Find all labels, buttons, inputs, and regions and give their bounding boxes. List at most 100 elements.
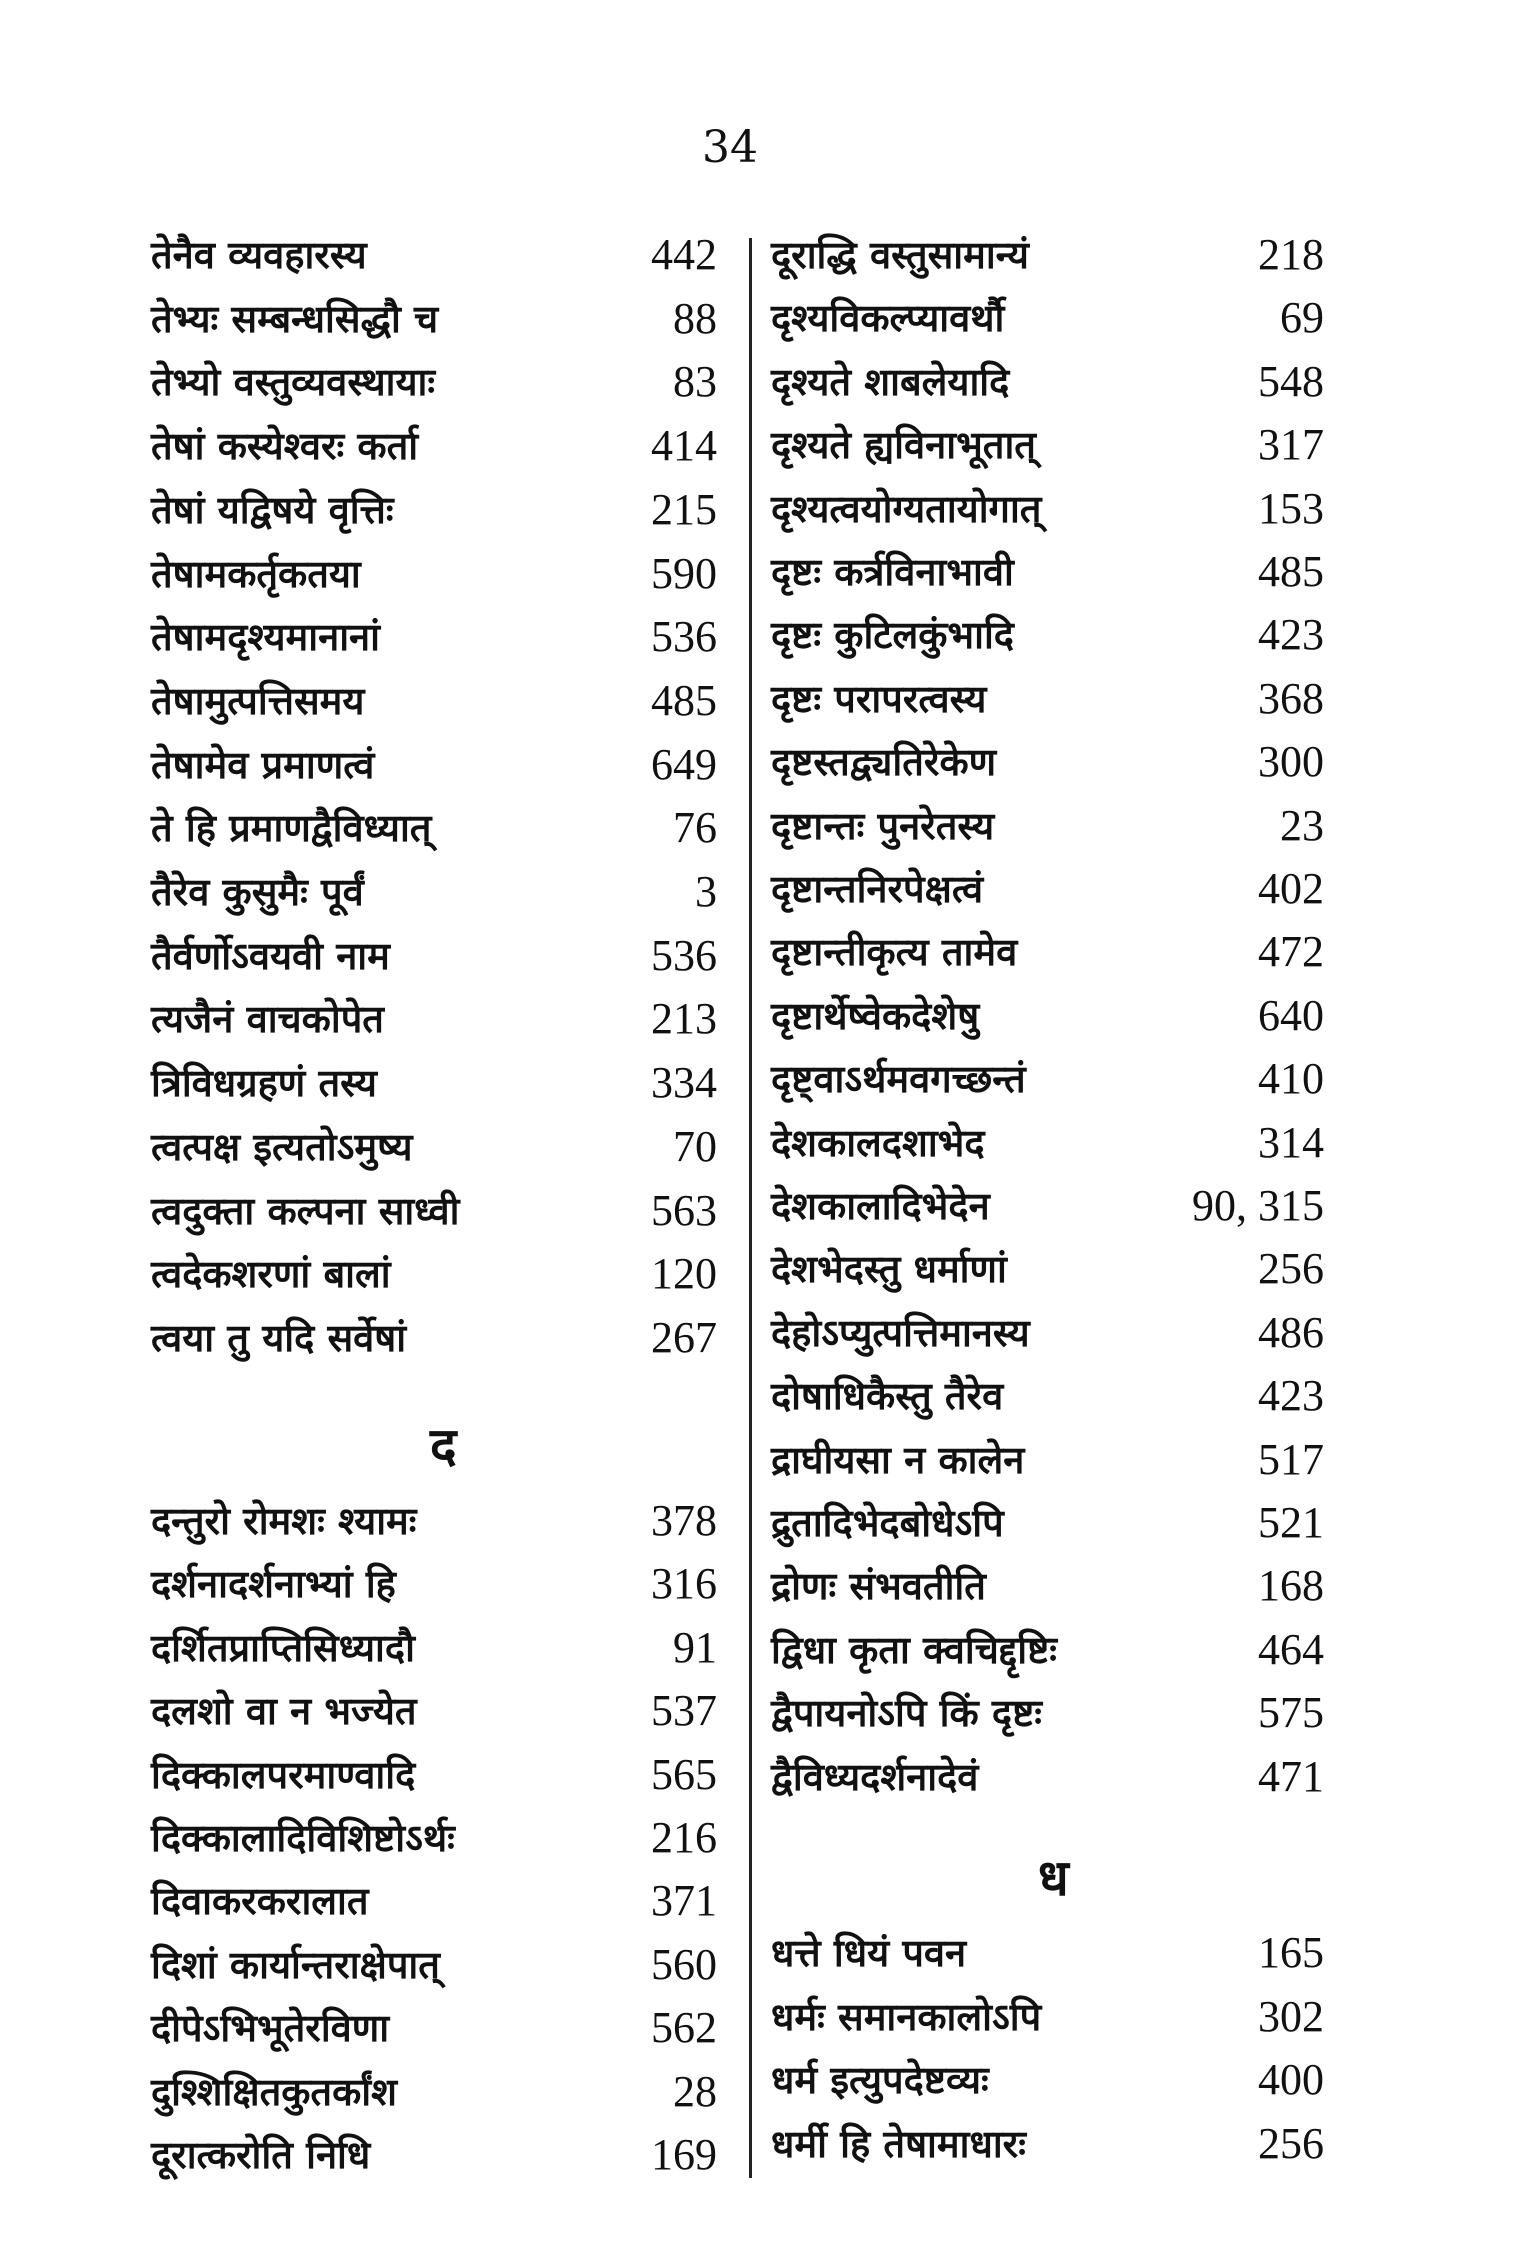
entry-page-number: 472 [1258, 927, 1324, 977]
entry-text: देशकालदशाभेद [771, 1119, 985, 1165]
entry-page-number: 563 [651, 1185, 717, 1235]
index-entry: त्वदुक्ता कल्पना साध्वी 563 [151, 1181, 717, 1241]
entry-text: दृष्टान्तीकृत्य तामेव [771, 929, 1018, 975]
index-entry: दिक्कालादिविशिष्टोऽर्थः 216 [151, 1808, 717, 1868]
entry-page-number: 400 [1258, 2055, 1324, 2104]
page-number: 34 [702, 122, 758, 173]
entry-text: दिशां कार्यान्तराक्षेपात् [151, 1941, 440, 1987]
entry-page-number: 410 [1258, 1054, 1324, 1104]
index-entry: दर्शितप्राप्तिसिध्यादौ 91 [151, 1618, 717, 1678]
entry-text: धत्ते धियं पवन [771, 1930, 967, 1975]
entry-page-number: 316 [651, 1559, 717, 1609]
entry-text: दोषाधिकैस्तु तैरेव [771, 1373, 1004, 1419]
entry-page-number: 517 [1258, 1434, 1324, 1484]
entry-text: देशकालादिभेदेन [771, 1183, 990, 1228]
entry-page-number: 368 [1258, 673, 1324, 723]
index-entry: तेषामेव प्रमाणत्वं 649 [151, 735, 717, 795]
entry-page-number: 23 [1280, 800, 1324, 850]
entry-text: दृष्टान्तः पुनरेतस्य [771, 802, 995, 848]
entry-text: दृष्टः कर्त्रविनाभावी [771, 549, 1014, 594]
index-entry: दोषाधिकैस्तु तैरेव 423 [771, 1366, 1324, 1426]
index-entry: दृष्टान्तनिरपेक्षत्वं 402 [771, 859, 1324, 919]
index-entry: तेषामकर्तृकतया 590 [151, 544, 717, 604]
entry-text: ते हि प्रमाणद्वैविध्यात् [151, 805, 432, 851]
index-entry: देशकालदशाभेद 314 [771, 1113, 1324, 1173]
index-entry: धर्मी हि तेषामाधारः 256 [771, 2114, 1324, 2174]
entry-text: त्रिविधग्रहणं तस्य [151, 1060, 377, 1106]
entry-page-number: 314 [1258, 1117, 1324, 1167]
index-entry: दूराद्धि वस्तुसामान्यं 218 [771, 225, 1324, 285]
entry-text: द्रोणः संभवतीति [771, 1563, 986, 1609]
index-entry: त्यजैनं वाचकोपेत 213 [151, 989, 717, 1049]
entry-text: त्वदुक्ता कल्पना साध्वी [151, 1187, 460, 1233]
entry-page-number: 302 [1258, 1991, 1324, 2041]
entry-page-number: 28 [673, 2066, 717, 2116]
index-entry: त्वदेकशरणां बालां 120 [151, 1244, 717, 1304]
index-entry: दृष्टः परापरत्वस्य 368 [771, 669, 1324, 729]
entry-page-number: 153 [1258, 483, 1324, 533]
entry-page-number: 371 [651, 1876, 717, 1926]
entry-text: तेषां कस्येश्वरः कर्ता [151, 423, 419, 469]
index-entry: दृष्टः कर्त्रविनाभावी 485 [771, 542, 1324, 602]
entry-text: त्वत्पक्ष इत्यतोऽमुष्य [151, 1123, 413, 1169]
entry-text: धर्मी हि तेषामाधारः [771, 2120, 1026, 2166]
index-entry: तैर्वर्णोऽवयवी नाम 536 [151, 926, 717, 986]
index-entry: दृष्टः कुटिलकुंभादि 423 [771, 605, 1324, 665]
entry-page-number: 649 [651, 739, 717, 789]
entry-page-number: 378 [651, 1496, 717, 1545]
index-entry: त्रिविधग्रहणं तस्य 334 [151, 1053, 717, 1113]
entry-page-number: 442 [651, 230, 717, 279]
index-entry: दूरात्करोति निधि 169 [151, 2125, 717, 2185]
entry-text: दन्तुरो रोमशः श्यामः [151, 1498, 417, 1543]
index-entry: त्वया तु यदि सर्वेषां 267 [151, 1308, 717, 1368]
index-entry: द्राघीयसा न कालेन 517 [771, 1430, 1324, 1490]
entry-text: तेषामकर्तृकतया [151, 550, 361, 596]
entry-page-number: 590 [651, 548, 717, 598]
entry-text: द्वैपायनोऽपि किं दृष्टः [771, 1690, 1042, 1736]
entry-text: देहोऽप्युत्पत्तिमानस्य [771, 1309, 1030, 1355]
index-entry: तेभ्यो वस्तुव्यवस्थायाः 83 [151, 352, 717, 412]
section-heading-dha: ध [1038, 1848, 1069, 1907]
entry-page-number: 464 [1258, 1624, 1324, 1674]
index-entry: दृश्यते शाबलेयादि 548 [771, 352, 1324, 412]
entry-page-number: 565 [651, 1749, 717, 1799]
entry-text: द्राघीयसा न कालेन [771, 1436, 1025, 1482]
entry-page-number: 334 [651, 1058, 717, 1108]
entry-text: तेभ्यः सम्बन्धसिद्धौ च [151, 295, 439, 341]
entry-text: दलशो वा न भज्येत [151, 1688, 417, 1734]
entry-text: धर्म इत्युपदेष्टव्यः [771, 2057, 989, 2102]
index-entry: तेषामदृश्यमानानां 536 [151, 607, 717, 667]
entry-text: त्वदेकशरणां बालां [151, 1251, 391, 1297]
index-entry: दिवाकरकरालात 371 [151, 1871, 717, 1931]
entry-text: तेषामेव प्रमाणत्वं [151, 741, 375, 787]
entry-text: द्रुतादिभेदबोधेऽपि [771, 1500, 1004, 1545]
entry-text: दूरात्करोति निधि [151, 2132, 371, 2177]
entry-page-number: 69 [1280, 293, 1324, 343]
entry-text: द्विधा कृता क्वचिद्दृष्टिः [771, 1626, 1057, 1672]
index-entry: दलशो वा न भज्येत 537 [151, 1681, 717, 1741]
entry-page-number: 88 [673, 293, 717, 343]
index-entry: दृष्टस्तद्व्यतिरेकेण 300 [771, 732, 1324, 792]
entry-page-number: 423 [1258, 1371, 1324, 1421]
index-entry: तेषां यद्विषये वृत्तिः 215 [151, 480, 717, 540]
entry-text: तेनैव व्यवहारस्य [151, 232, 367, 277]
entry-page-number: 216 [651, 1813, 717, 1862]
entry-text: दीपेऽभिभूतेरविणा [151, 2005, 390, 2051]
entry-page-number: 267 [651, 1312, 717, 1362]
index-entry: त्वत्पक्ष इत्यतोऽमुष्य 70 [151, 1117, 717, 1177]
index-entry: देशकालादिभेदेन 90, 315 [771, 1176, 1324, 1236]
entry-text: दृश्यत्वयोग्यतायोगात् [771, 485, 1042, 531]
index-entry: दृष्ट्वाऽर्थमवगच्छन्तं 410 [771, 1049, 1324, 1109]
index-entry: धत्ते धियं पवन 165 [771, 1923, 1324, 1983]
entry-text: द्वैविध्यदर्शनादेवं [771, 1753, 979, 1799]
entry-page-number: 300 [1258, 737, 1324, 787]
entry-page-number: 120 [651, 1249, 717, 1299]
index-entry: दुश्शिक्षितकुतर्कांश 28 [151, 2062, 717, 2122]
entry-text: दुश्शिक्षितकुतर्कांश [151, 2068, 397, 2114]
entry-text: दृश्यते ह्यविनाभूतात् [771, 422, 1036, 468]
index-entry: तैरेव कुसुमैः पूर्वं 3 [151, 862, 717, 922]
entry-text: दिक्कालपरमाण्वादि [151, 1751, 416, 1797]
entry-text: दर्शितप्राप्तिसिध्यादौ [151, 1624, 415, 1670]
entry-text: दिक्कालादिविशिष्टोऽर्थः [151, 1815, 455, 1860]
index-entry: दृष्टान्तः पुनरेतस्य 23 [771, 796, 1324, 856]
